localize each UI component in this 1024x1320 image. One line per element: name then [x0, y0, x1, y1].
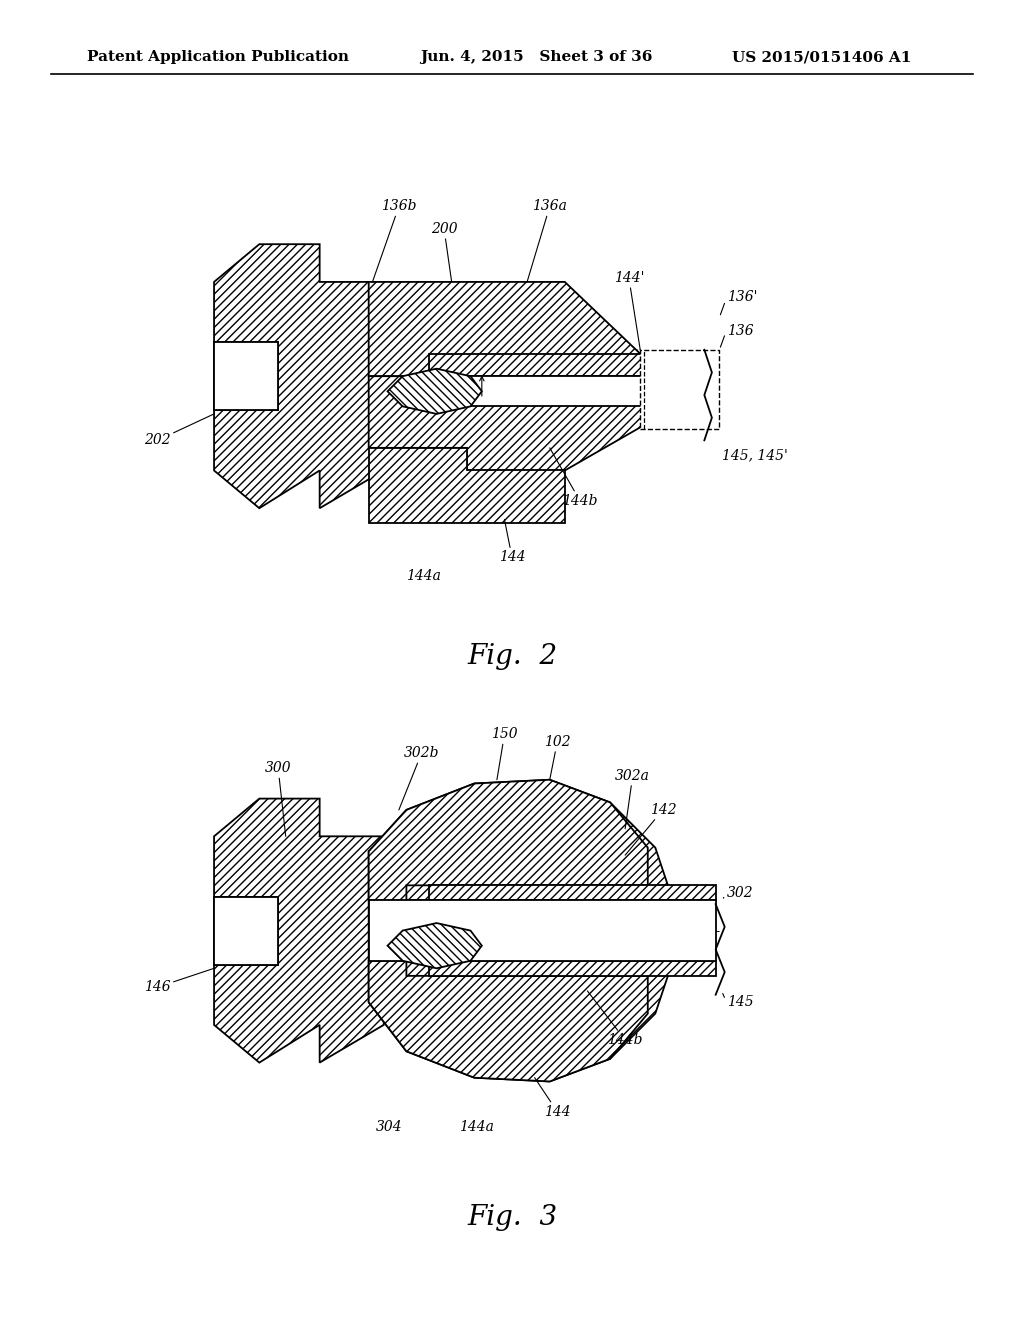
Polygon shape — [429, 354, 705, 376]
Text: Patent Application Publication: Patent Application Publication — [87, 50, 349, 65]
Bar — [214, 342, 279, 411]
Text: Jun. 4, 2015   Sheet 3 of 36: Jun. 4, 2015 Sheet 3 of 36 — [420, 50, 652, 65]
Text: Fig.  3: Fig. 3 — [467, 1204, 557, 1230]
Text: 144b: 144b — [588, 991, 643, 1047]
Text: 304: 304 — [376, 1119, 402, 1134]
Text: 144a: 144a — [407, 569, 441, 583]
Polygon shape — [429, 961, 716, 975]
Text: Fig.  2: Fig. 2 — [467, 643, 557, 669]
Text: 302a: 302a — [615, 770, 650, 829]
Text: 102: 102 — [544, 735, 570, 780]
Polygon shape — [214, 244, 384, 508]
Polygon shape — [369, 447, 565, 523]
Text: 136: 136 — [727, 323, 754, 338]
Text: US 2015/0151406 A1: US 2015/0151406 A1 — [732, 50, 911, 65]
Text: 202: 202 — [144, 414, 214, 447]
Bar — [214, 896, 279, 965]
Bar — [369, 900, 716, 961]
Bar — [369, 900, 678, 961]
Text: 144a: 144a — [459, 1119, 494, 1134]
Polygon shape — [429, 376, 705, 407]
Text: 302: 302 — [727, 886, 754, 900]
Text: 302b: 302b — [399, 746, 439, 810]
Polygon shape — [387, 368, 482, 414]
Bar — [214, 342, 279, 411]
Polygon shape — [369, 780, 648, 900]
Text: 145, 145': 145, 145' — [722, 449, 787, 462]
Polygon shape — [369, 376, 644, 470]
Text: 144: 144 — [499, 520, 525, 564]
Text: 200: 200 — [431, 222, 458, 282]
Text: 146: 146 — [144, 969, 214, 994]
Text: 136a: 136a — [527, 199, 567, 282]
Bar — [214, 896, 279, 965]
Text: 142: 142 — [625, 803, 676, 855]
Text: 144': 144' — [613, 271, 644, 350]
Text: 136b: 136b — [373, 199, 417, 282]
Polygon shape — [387, 923, 482, 969]
Text: 150: 150 — [492, 727, 518, 780]
Text: 136': 136' — [727, 290, 758, 304]
Polygon shape — [429, 886, 716, 900]
Polygon shape — [369, 780, 671, 1081]
Text: 145: 145 — [727, 995, 754, 1010]
Polygon shape — [369, 961, 648, 1081]
Bar — [640, 350, 720, 429]
Text: 144: 144 — [535, 1077, 570, 1118]
Text: 300: 300 — [265, 762, 292, 837]
Text: 144b: 144b — [550, 447, 598, 508]
Polygon shape — [214, 799, 384, 1063]
Polygon shape — [369, 282, 644, 376]
